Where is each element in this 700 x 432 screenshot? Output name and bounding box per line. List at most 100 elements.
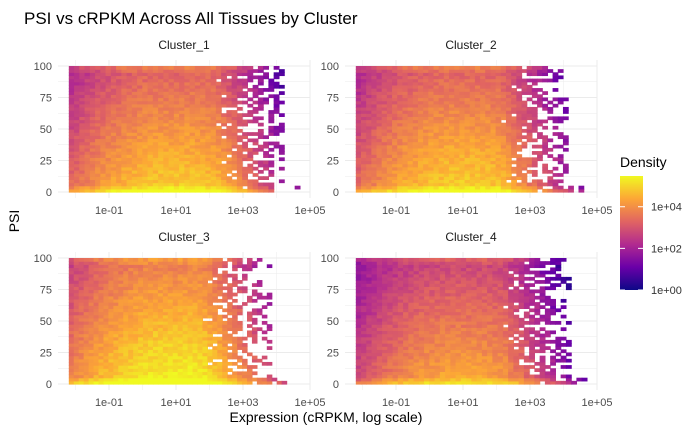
heatmap-cell <box>88 292 95 297</box>
heatmap-cell <box>100 97 107 102</box>
heatmap-cell <box>495 78 502 83</box>
heatmap-cell <box>273 132 280 136</box>
heatmap-cell <box>158 103 164 108</box>
heatmap-cell <box>246 267 253 272</box>
heatmap-cell <box>98 286 105 291</box>
heatmap-cell <box>118 355 124 360</box>
heatmap-cell <box>371 258 378 262</box>
heatmap-cell <box>438 129 445 133</box>
heatmap-cell <box>131 147 138 152</box>
heatmap-cell <box>184 179 191 184</box>
heatmap-cell <box>108 317 114 322</box>
heatmap-cell <box>366 72 372 77</box>
heatmap-cell <box>232 343 238 347</box>
heatmap-cell <box>252 106 259 111</box>
heatmap-cell <box>157 380 164 385</box>
heatmap-cell <box>133 261 139 265</box>
heatmap-cell <box>89 176 96 180</box>
heatmap-cell <box>231 157 238 162</box>
heatmap-cell <box>113 270 119 275</box>
heatmap-cell <box>454 69 460 73</box>
heatmap-cell <box>505 72 512 77</box>
heatmap-cell <box>79 176 86 180</box>
heatmap-cell <box>423 113 429 117</box>
heatmap-cell <box>158 132 164 136</box>
heatmap-cell <box>251 311 258 316</box>
heatmap-cell <box>83 355 90 360</box>
heatmap-cell <box>505 147 512 152</box>
heatmap-cell <box>537 122 543 127</box>
heatmap-cell <box>212 380 218 385</box>
heatmap-cell <box>459 160 466 165</box>
x-axis-label: Expression (cRPKM, log scale) <box>230 409 423 425</box>
heatmap-cell <box>397 166 404 171</box>
heatmap-cell <box>215 147 222 152</box>
heatmap-cell <box>246 374 253 379</box>
heatmap-cell <box>371 276 378 281</box>
heatmap-cell <box>143 324 149 328</box>
heatmap-cell <box>232 321 238 325</box>
heatmap-cell <box>407 132 414 136</box>
heatmap-cell <box>361 336 367 341</box>
heatmap-cell <box>480 151 486 155</box>
heatmap-cell <box>392 110 398 114</box>
heatmap-cell <box>433 188 440 193</box>
heatmap-cell <box>464 75 471 80</box>
heatmap-cell <box>131 84 138 89</box>
heatmap-cell <box>273 97 280 102</box>
heatmap-cell <box>257 106 264 111</box>
heatmap-cell <box>205 154 212 158</box>
heatmap-cell <box>110 88 117 92</box>
heatmap-cell <box>74 185 80 190</box>
heatmap-cell <box>376 336 383 341</box>
heatmap-cell <box>148 343 154 347</box>
heatmap-cell <box>246 264 253 269</box>
heatmap-cell <box>387 349 394 354</box>
heatmap-cell <box>407 84 414 89</box>
heatmap-cell <box>261 314 268 319</box>
heatmap-cell <box>68 78 75 83</box>
heatmap-cell <box>366 135 372 140</box>
heatmap-cell <box>500 103 507 108</box>
heatmap-cell <box>179 144 185 149</box>
heatmap-cell <box>278 151 285 155</box>
heatmap-cell <box>360 160 367 165</box>
heatmap-cell <box>366 374 373 379</box>
heatmap-cell <box>516 169 523 174</box>
heatmap-cell <box>387 352 394 357</box>
heatmap-cell <box>197 339 204 344</box>
heatmap-cell <box>485 78 492 83</box>
heatmap-cell <box>163 157 170 162</box>
heatmap-cell <box>226 84 233 89</box>
heatmap-cell <box>408 314 415 319</box>
heatmap-cell <box>505 103 512 108</box>
heatmap-cell <box>438 132 445 136</box>
heatmap-cell <box>226 185 233 190</box>
heatmap-cell <box>449 110 455 114</box>
heatmap-cell <box>110 119 117 124</box>
heatmap-cell <box>167 321 174 325</box>
heatmap-cell <box>142 157 149 162</box>
heatmap-cell <box>118 292 124 297</box>
heatmap-cell <box>142 185 149 190</box>
heatmap-cell <box>172 273 179 278</box>
heatmap-cell <box>194 125 201 130</box>
heatmap-cell <box>360 166 367 171</box>
heatmap-cell <box>251 377 258 382</box>
heatmap-cell <box>402 75 409 80</box>
heatmap-cell <box>251 298 258 303</box>
heatmap-cell <box>397 110 404 114</box>
heatmap-cell <box>376 311 383 316</box>
heatmap-cell <box>376 321 383 325</box>
heatmap-cell <box>557 135 564 140</box>
heatmap-cell <box>376 289 383 294</box>
heatmap-cell <box>495 154 502 158</box>
heatmap-cell <box>123 298 129 303</box>
heatmap-cell <box>152 314 159 319</box>
heatmap-cell <box>521 179 528 184</box>
heatmap-cell <box>511 151 517 155</box>
heatmap-cell <box>413 358 420 363</box>
heatmap-cell <box>131 135 138 140</box>
heatmap-cell <box>480 138 486 143</box>
